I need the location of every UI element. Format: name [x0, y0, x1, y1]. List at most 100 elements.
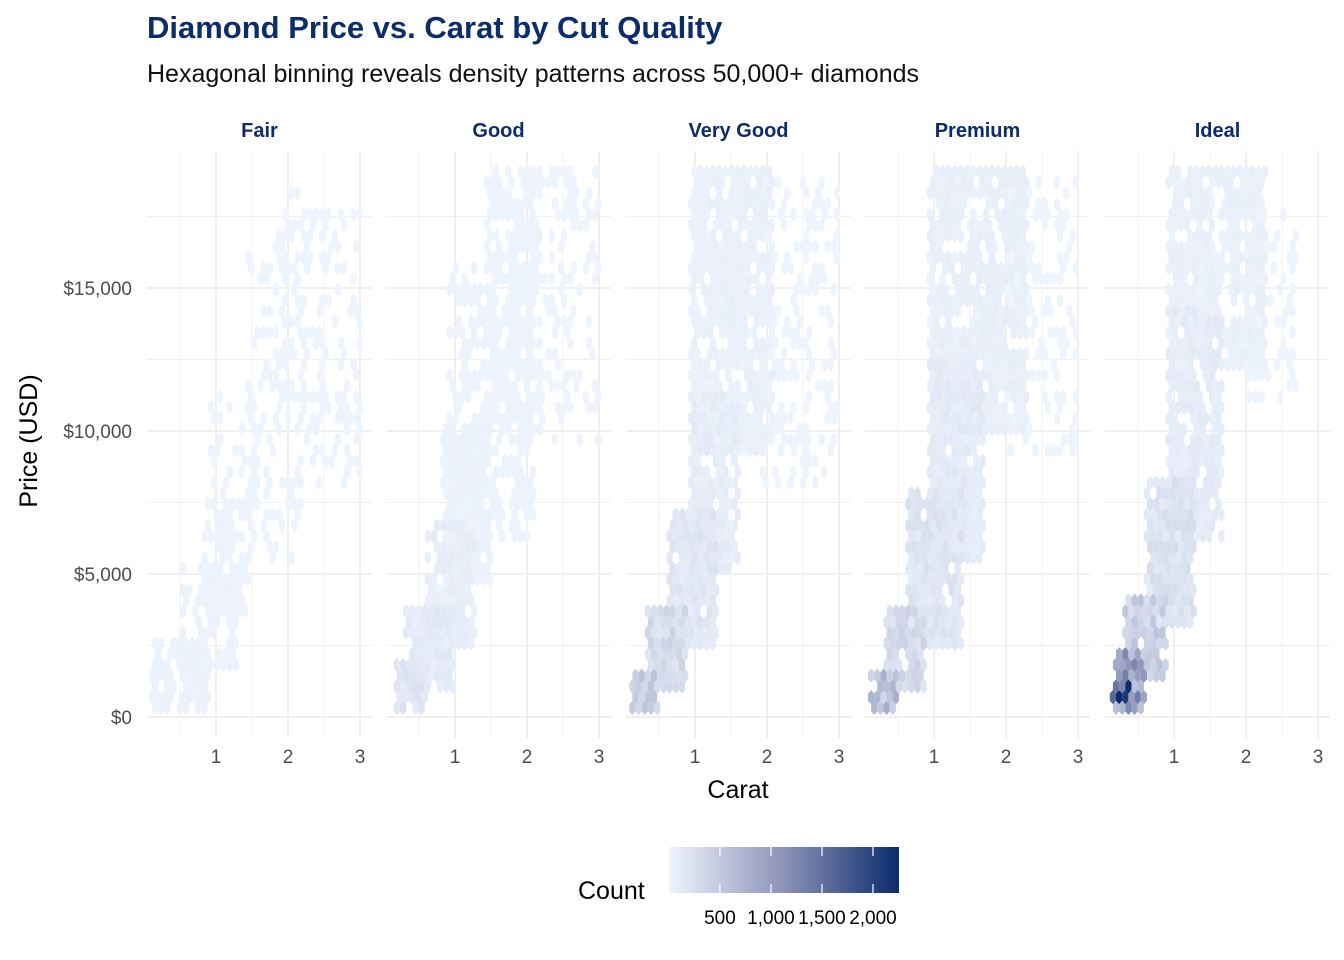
- hexbin: [1252, 389, 1259, 404]
- hexbin: [182, 636, 190, 651]
- hexbin: [331, 314, 338, 329]
- hexbins: [393, 164, 602, 715]
- hexbin: [1007, 379, 1014, 394]
- hexbin: [461, 550, 469, 565]
- hexbin: [536, 271, 543, 286]
- hexbin: [1178, 261, 1185, 276]
- hexbin: [799, 454, 806, 469]
- hexbin: [486, 486, 493, 501]
- legend: Count 500 1,000 1,500 2,000: [578, 847, 899, 929]
- hexbin: [731, 196, 738, 211]
- hexbin: [592, 207, 599, 222]
- hexbin: [223, 539, 230, 555]
- hexbin: [511, 293, 518, 308]
- hexbin: [781, 261, 788, 276]
- hexbin: [923, 496, 930, 512]
- hexbin: [961, 496, 968, 512]
- hexbin: [297, 303, 304, 319]
- hexbin: [461, 336, 469, 351]
- hexbin: [908, 593, 915, 608]
- hexbin: [412, 679, 419, 694]
- hexbin: [920, 636, 927, 651]
- hexbin: [988, 379, 996, 394]
- hexbin: [976, 336, 983, 351]
- hexbin: [1072, 175, 1079, 190]
- hexbin: [1001, 336, 1008, 351]
- hexbin: [998, 346, 1005, 362]
- hexbin: [1140, 604, 1147, 619]
- hexbin: [706, 518, 713, 533]
- hexbin: [1193, 379, 1200, 394]
- hexbin: [685, 593, 692, 608]
- x-axis-title: Carat: [707, 776, 768, 804]
- hexbin: [936, 518, 943, 533]
- hexbin: [523, 228, 531, 244]
- hexbin: [973, 218, 980, 233]
- hexbin: [880, 690, 887, 705]
- hexbin: [198, 690, 205, 705]
- hexbin: [926, 228, 934, 244]
- hexbin: [1041, 303, 1048, 319]
- hexbin: [1218, 336, 1225, 351]
- hexbin: [520, 218, 527, 233]
- hexbin: [446, 411, 453, 426]
- hexbin: [737, 175, 744, 190]
- hexbin: [719, 218, 726, 233]
- hexbin: [279, 475, 286, 490]
- hexbin: [939, 529, 946, 544]
- hexbin: [1174, 529, 1182, 544]
- hexbin: [443, 464, 450, 480]
- hexbin: [765, 293, 772, 308]
- hexbin: [272, 239, 279, 254]
- hexbin: [728, 271, 735, 286]
- hexbin: [1171, 175, 1178, 190]
- hexbin: [1035, 196, 1042, 211]
- hexbin: [1147, 561, 1154, 576]
- hexbin: [682, 518, 689, 533]
- hexbin: [319, 293, 326, 308]
- hexbin: [759, 464, 766, 480]
- hexbin: [539, 175, 546, 190]
- hexbin: [936, 604, 943, 619]
- hexbin: [979, 261, 986, 276]
- hexbin: [275, 507, 283, 522]
- hexbin: [806, 368, 813, 383]
- hexbin: [948, 475, 955, 490]
- hexbin: [1243, 314, 1250, 329]
- hexbin: [908, 507, 915, 522]
- hexbin: [1171, 239, 1178, 254]
- hexbin: [319, 207, 326, 222]
- hexbin: [325, 400, 332, 415]
- hexbin: [1193, 185, 1200, 201]
- hexbin: [1165, 539, 1172, 555]
- hexbin: [1202, 475, 1209, 490]
- hexbin: [700, 325, 707, 340]
- hexbin: [799, 175, 806, 190]
- hexbin: [979, 218, 986, 233]
- hexbin: [948, 196, 955, 211]
- hexbin: [942, 346, 949, 362]
- hexbin: [1199, 486, 1206, 501]
- hexbin: [1174, 443, 1182, 458]
- hexbin: [722, 314, 729, 329]
- hexbin: [933, 185, 940, 201]
- hexbin: [1193, 228, 1200, 244]
- hexbin: [1243, 228, 1250, 244]
- hexbin: [1178, 518, 1185, 533]
- hexbin: [1072, 411, 1079, 426]
- hexbin: [350, 271, 357, 286]
- hexbin: [523, 164, 531, 179]
- hexbins: [629, 164, 841, 715]
- hexbin: [1230, 314, 1237, 329]
- hexbin: [654, 614, 661, 630]
- hexbin: [285, 346, 292, 362]
- hexbin: [570, 175, 577, 190]
- hexbin: [731, 239, 738, 254]
- hexbin: [725, 303, 732, 319]
- hexbin: [1001, 207, 1008, 222]
- hexbin: [455, 443, 462, 458]
- hexbin: [1057, 400, 1064, 415]
- hexbin: [356, 336, 363, 351]
- hexbin: [1236, 250, 1244, 265]
- hexbin: [1060, 261, 1067, 276]
